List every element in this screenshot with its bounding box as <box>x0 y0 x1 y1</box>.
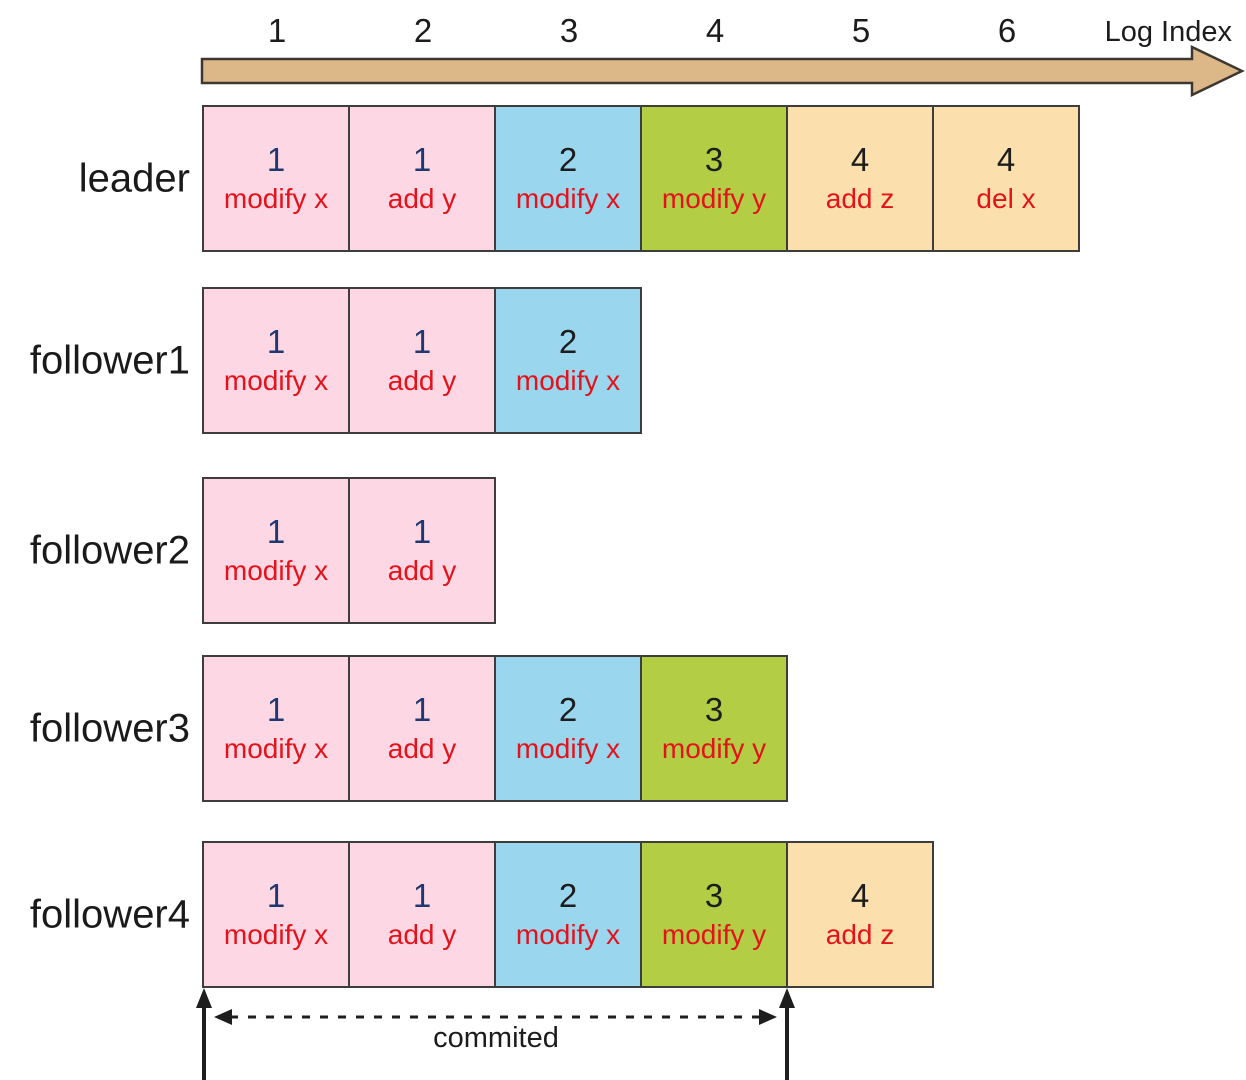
log-index-axis-label: Log Index <box>1104 16 1232 48</box>
entry-term: 3 <box>704 140 724 178</box>
entry-term: 1 <box>412 140 432 178</box>
row-label-leader: leader <box>78 156 190 200</box>
log-index-tick: 5 <box>851 12 871 49</box>
entry-operation: modify y <box>661 919 767 951</box>
log-entry: 3 modify y <box>640 105 788 252</box>
log-entries: 1 modify x 1 add y <box>202 477 496 624</box>
log-entry: 3 modify y <box>640 655 788 802</box>
log-entries: 1 modify x 1 add y 2 modify x 3 modify y <box>202 655 788 802</box>
entry-operation: add z <box>825 919 895 951</box>
entry-term: 1 <box>412 876 432 914</box>
row-label-follower1: follower1 <box>29 338 190 382</box>
log-index-tick: 4 <box>705 12 725 49</box>
entry-term: 1 <box>266 322 286 360</box>
log-index-tick: 3 <box>559 12 579 49</box>
log-entry: 2 modify x <box>494 841 642 988</box>
entry-term: 1 <box>412 690 432 728</box>
row-label-follower3: follower3 <box>29 706 190 750</box>
log-entry: 2 modify x <box>494 655 642 802</box>
log-entry: 1 modify x <box>202 655 350 802</box>
entry-operation: add y <box>387 183 457 215</box>
entry-term: 2 <box>558 140 578 178</box>
row-label-follower2: follower2 <box>29 528 190 572</box>
committed-label: commited <box>433 1022 559 1054</box>
entry-operation: modify y <box>661 183 767 215</box>
log-index-tick: 6 <box>997 12 1017 49</box>
entry-term: 4 <box>996 140 1016 178</box>
log-entry: 1 add y <box>348 105 496 252</box>
entry-operation: add y <box>387 555 457 587</box>
entry-term: 2 <box>558 876 578 914</box>
log-entry: 1 add y <box>348 287 496 434</box>
entry-operation: modify x <box>223 919 329 951</box>
log-entry: 3 modify y <box>640 841 788 988</box>
log-entry: 2 modify x <box>494 287 642 434</box>
entry-term: 2 <box>558 690 578 728</box>
entry-term: 3 <box>704 876 724 914</box>
entry-operation: modify x <box>515 733 621 765</box>
entry-operation: modify x <box>515 365 621 397</box>
entry-operation: del x <box>976 183 1036 215</box>
log-row-leader: leader 1 modify x 1 add y 2 modify x 3 modify y 4… <box>0 105 1246 252</box>
log-entry: 1 add y <box>348 655 496 802</box>
log-entry: 1 modify x <box>202 105 350 252</box>
entry-term: 4 <box>850 876 870 914</box>
log-entry: 1 add y <box>348 841 496 988</box>
entry-operation: modify x <box>515 183 621 215</box>
log-entry: 2 modify x <box>494 105 642 252</box>
log-row-follower3: follower3 1 modify x 1 add y 2 modify x 3 modify… <box>0 655 1246 802</box>
entry-operation: modify x <box>223 365 329 397</box>
entry-operation: add y <box>387 733 457 765</box>
entry-term: 1 <box>266 690 286 728</box>
entry-term: 1 <box>412 322 432 360</box>
log-entry: 1 modify x <box>202 287 350 434</box>
entry-operation: add y <box>387 365 457 397</box>
entry-operation: modify x <box>223 733 329 765</box>
entry-term: 4 <box>850 140 870 178</box>
log-entry: 1 add y <box>348 477 496 624</box>
log-entry: 1 modify x <box>202 841 350 988</box>
entry-operation: add z <box>825 183 895 215</box>
row-label-follower4: follower4 <box>29 892 190 936</box>
entry-term: 3 <box>704 690 724 728</box>
log-entry: 1 modify x <box>202 477 350 624</box>
log-entry: 4 del x <box>932 105 1080 252</box>
log-index-tick: 2 <box>413 12 433 49</box>
log-row-follower2: follower2 1 modify x 1 add y <box>0 477 1246 624</box>
log-index-tick: 1 <box>267 12 287 49</box>
entry-term: 1 <box>266 512 286 550</box>
entry-term: 2 <box>558 322 578 360</box>
log-entries: 1 modify x 1 add y 2 modify x <box>202 287 642 434</box>
entry-operation: modify x <box>223 183 329 215</box>
entry-operation: modify x <box>515 919 621 951</box>
log-row-follower1: follower1 1 modify x 1 add y 2 modify x <box>0 287 1246 434</box>
entry-term: 1 <box>266 876 286 914</box>
log-entry: 4 add z <box>786 841 934 988</box>
entry-term: 1 <box>412 512 432 550</box>
entry-operation: add y <box>387 919 457 951</box>
entry-operation: modify x <box>223 555 329 587</box>
entry-term: 1 <box>266 140 286 178</box>
log-row-follower4: follower4 1 modify x 1 add y 2 modify x 3 modify… <box>0 841 1246 988</box>
entry-operation: modify y <box>661 733 767 765</box>
log-index-axis-arrow <box>200 45 1245 97</box>
log-entry: 4 add z <box>786 105 934 252</box>
log-entries: 1 modify x 1 add y 2 modify x 3 modify y 4 add z <box>202 841 934 988</box>
